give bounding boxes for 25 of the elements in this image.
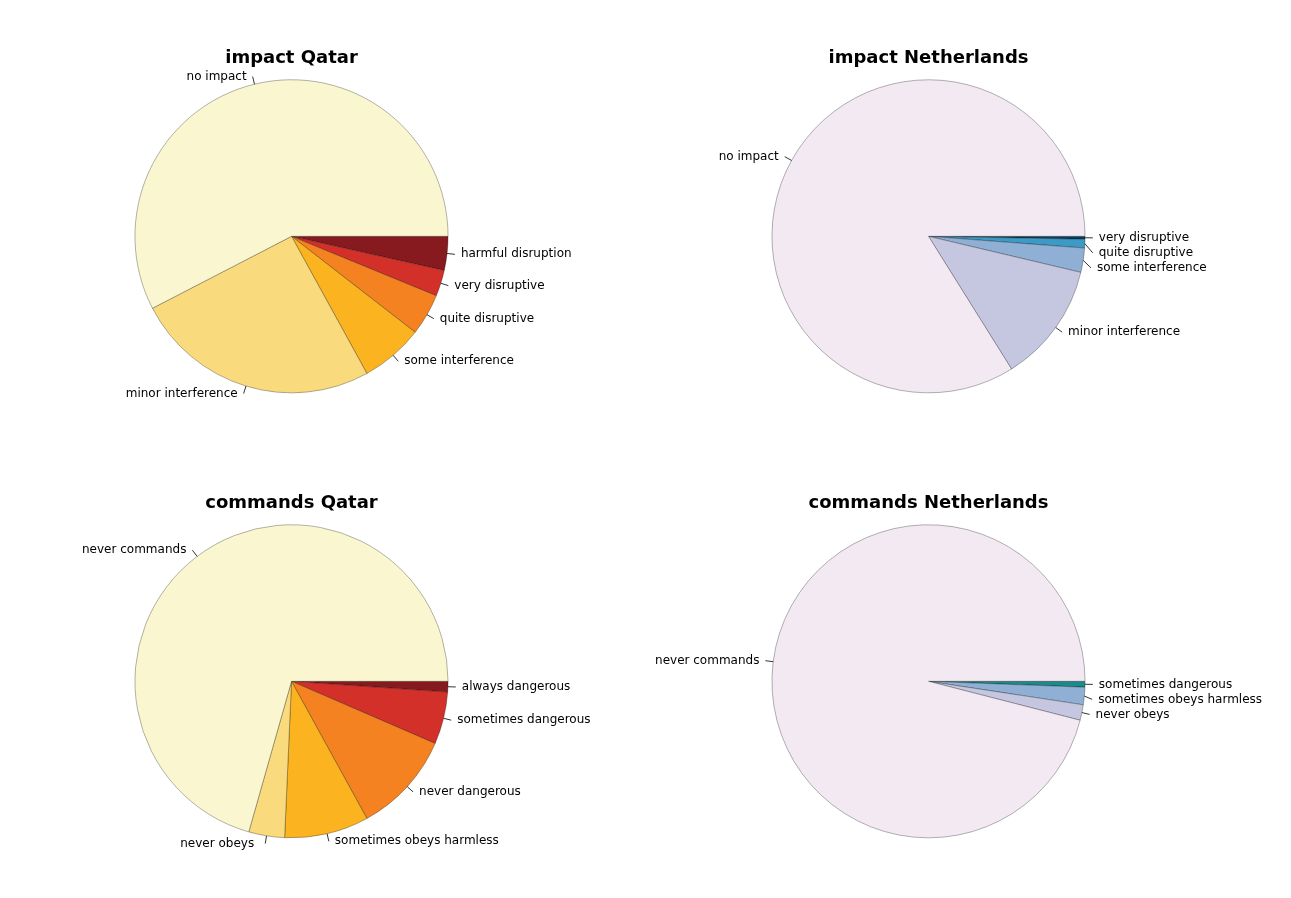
slice-label: always dangerous: [461, 679, 571, 694]
slice-label: never dangerous: [419, 784, 521, 799]
chart-title: impact Qatar: [225, 46, 358, 68]
slice-label: quite disruptive: [1098, 244, 1194, 259]
slice-label: sometimes obeys harmless: [334, 833, 499, 848]
slice-label: no impact: [718, 148, 779, 163]
slice-label: never commands: [655, 652, 760, 667]
slice-label: quite disruptive: [439, 310, 535, 325]
slice-label: minor interference: [125, 385, 238, 400]
slice-label: very disruptive: [1098, 229, 1190, 244]
slice-label: never obeys: [1095, 706, 1170, 721]
chart-title: commands Qatar: [205, 491, 378, 513]
slice-label: harmful disruption: [460, 246, 572, 261]
chart-title: commands Netherlands: [808, 491, 1049, 513]
slice-label: never obeys: [180, 835, 255, 850]
chart-title: impact Netherlands: [828, 46, 1029, 68]
slice-label: some interference: [404, 353, 514, 368]
slice-label: sometimes obeys harmless: [1098, 691, 1263, 706]
slice-label: minor interference: [1068, 324, 1181, 339]
slice-label: never commands: [82, 542, 187, 557]
slice-label: very disruptive: [454, 277, 545, 292]
slice-label: sometimes dangerous: [457, 712, 591, 727]
slice-label: no impact: [186, 68, 247, 83]
slice-label: sometimes dangerous: [1098, 676, 1233, 691]
slice-label: some interference: [1096, 259, 1207, 274]
